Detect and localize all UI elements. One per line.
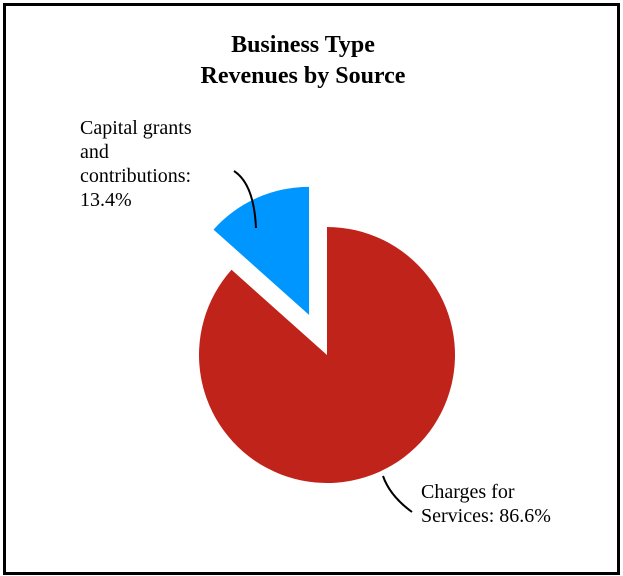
leader-line: [382, 475, 413, 513]
leader-line: [233, 170, 257, 229]
pie-slice-capital-grants-and-contributions: [213, 186, 310, 315]
slice-label-line: Services: 86.6%: [421, 505, 551, 527]
pie-chart: Business Type Revenues by Source Charges…: [80, 32, 551, 527]
pie-slice-charges-for-services: [198, 227, 455, 483]
slice-label-line: and: [80, 141, 109, 163]
slice-label-line: Charges for: [421, 481, 515, 503]
slice-label-line: 13.4%: [80, 189, 132, 211]
chart-frame: Business Type Revenues by Source Charges…: [3, 3, 620, 575]
chart-title-line-1: Business Type: [231, 32, 375, 58]
chart-title-line-2: Revenues by Source: [201, 63, 406, 89]
slice-label-line: contributions:: [80, 165, 191, 187]
slice-label-line: Capital grants: [80, 117, 192, 139]
